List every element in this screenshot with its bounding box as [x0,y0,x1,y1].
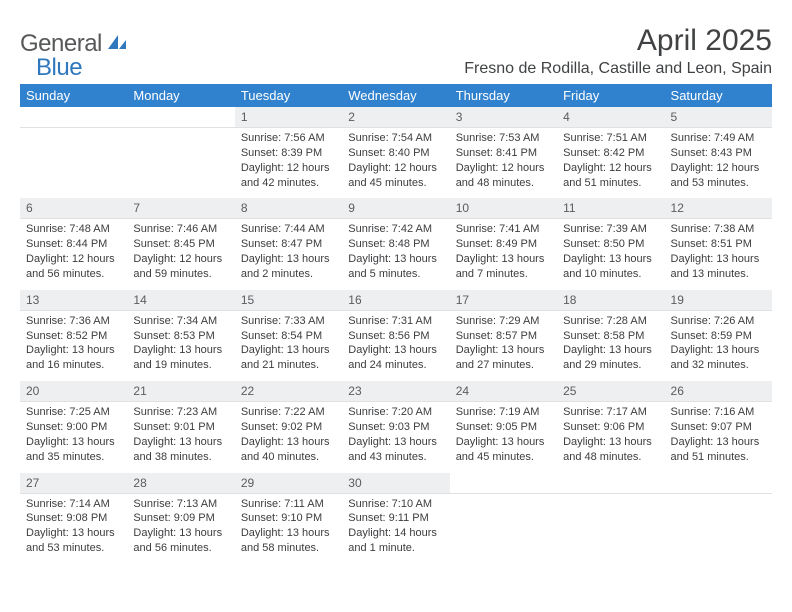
day-number: 30 [342,473,449,494]
day-number: 27 [20,473,127,494]
day-cell: Sunrise: 7:19 AMSunset: 9:05 PMDaylight:… [450,402,557,473]
day-number [450,473,557,494]
day-cell: Sunrise: 7:41 AMSunset: 8:49 PMDaylight:… [450,219,557,290]
day-number: 3 [450,107,557,128]
day-cell: Sunrise: 7:33 AMSunset: 8:54 PMDaylight:… [235,310,342,381]
day-cell: Sunrise: 7:16 AMSunset: 9:07 PMDaylight:… [665,402,772,473]
day-data-row: Sunrise: 7:14 AMSunset: 9:08 PMDaylight:… [20,493,772,564]
day-number: 9 [342,198,449,219]
day-number: 18 [557,290,664,311]
day-cell: Sunrise: 7:49 AMSunset: 8:43 PMDaylight:… [665,128,772,199]
day-number: 28 [127,473,234,494]
day-data-row: Sunrise: 7:48 AMSunset: 8:44 PMDaylight:… [20,219,772,290]
day-number: 26 [665,381,772,402]
day-cell: Sunrise: 7:31 AMSunset: 8:56 PMDaylight:… [342,310,449,381]
day-number: 21 [127,381,234,402]
logo-text-blue: Blue [36,54,82,81]
day-cell: Sunrise: 7:36 AMSunset: 8:52 PMDaylight:… [20,310,127,381]
day-number: 7 [127,198,234,219]
day-number: 23 [342,381,449,402]
day-cell: Sunrise: 7:51 AMSunset: 8:42 PMDaylight:… [557,128,664,199]
day-number-row: 6789101112 [20,198,772,219]
day-number: 29 [235,473,342,494]
day-cell: Sunrise: 7:34 AMSunset: 8:53 PMDaylight:… [127,310,234,381]
day-cell: Sunrise: 7:26 AMSunset: 8:59 PMDaylight:… [665,310,772,381]
day-cell: Sunrise: 7:42 AMSunset: 8:48 PMDaylight:… [342,219,449,290]
day-number-row: 13141516171819 [20,290,772,311]
day-number-row: 20212223242526 [20,381,772,402]
day-cell: Sunrise: 7:39 AMSunset: 8:50 PMDaylight:… [557,219,664,290]
day-cell: Sunrise: 7:14 AMSunset: 9:08 PMDaylight:… [20,493,127,564]
day-cell: Sunrise: 7:46 AMSunset: 8:45 PMDaylight:… [127,219,234,290]
day-header-row: SundayMondayTuesdayWednesdayThursdayFrid… [20,84,772,107]
calendar-body: 12345Sunrise: 7:56 AMSunset: 8:39 PMDayl… [20,107,772,564]
day-number: 16 [342,290,449,311]
day-cell [127,128,234,199]
calendar-table: SundayMondayTuesdayWednesdayThursdayFrid… [20,84,772,564]
day-cell: Sunrise: 7:17 AMSunset: 9:06 PMDaylight:… [557,402,664,473]
day-cell: Sunrise: 7:56 AMSunset: 8:39 PMDaylight:… [235,128,342,199]
location: Fresno de Rodilla, Castille and Leon, Sp… [464,60,772,78]
day-number: 22 [235,381,342,402]
day-cell: Sunrise: 7:44 AMSunset: 8:47 PMDaylight:… [235,219,342,290]
day-number: 2 [342,107,449,128]
title-block: April 2025 Fresno de Rodilla, Castille a… [464,24,772,78]
day-header: Saturday [665,84,772,107]
day-cell [20,128,127,199]
day-number: 12 [665,198,772,219]
day-cell: Sunrise: 7:54 AMSunset: 8:40 PMDaylight:… [342,128,449,199]
day-number [557,473,664,494]
day-cell [557,493,664,564]
day-cell [665,493,772,564]
day-cell: Sunrise: 7:53 AMSunset: 8:41 PMDaylight:… [450,128,557,199]
day-number: 8 [235,198,342,219]
day-cell: Sunrise: 7:38 AMSunset: 8:51 PMDaylight:… [665,219,772,290]
day-cell: Sunrise: 7:13 AMSunset: 9:09 PMDaylight:… [127,493,234,564]
day-header: Monday [127,84,234,107]
day-number: 17 [450,290,557,311]
day-data-row: Sunrise: 7:25 AMSunset: 9:00 PMDaylight:… [20,402,772,473]
topbar: General April 2025 Fresno de Rodilla, Ca… [20,24,772,78]
day-data-row: Sunrise: 7:56 AMSunset: 8:39 PMDaylight:… [20,128,772,199]
day-number: 14 [127,290,234,311]
day-number: 25 [557,381,664,402]
day-cell: Sunrise: 7:20 AMSunset: 9:03 PMDaylight:… [342,402,449,473]
day-number: 1 [235,107,342,128]
logo-sail-icon [106,33,128,56]
day-number: 15 [235,290,342,311]
day-number: 10 [450,198,557,219]
day-number: 4 [557,107,664,128]
day-header: Tuesday [235,84,342,107]
day-cell: Sunrise: 7:23 AMSunset: 9:01 PMDaylight:… [127,402,234,473]
day-number [665,473,772,494]
day-cell: Sunrise: 7:10 AMSunset: 9:11 PMDaylight:… [342,493,449,564]
day-number: 5 [665,107,772,128]
day-cell: Sunrise: 7:28 AMSunset: 8:58 PMDaylight:… [557,310,664,381]
day-number [20,107,127,128]
day-cell: Sunrise: 7:11 AMSunset: 9:10 PMDaylight:… [235,493,342,564]
day-header: Wednesday [342,84,449,107]
day-number: 20 [20,381,127,402]
day-number: 13 [20,290,127,311]
day-cell [450,493,557,564]
day-cell: Sunrise: 7:22 AMSunset: 9:02 PMDaylight:… [235,402,342,473]
day-number-row: 27282930 [20,473,772,494]
day-number: 24 [450,381,557,402]
day-number-row: 12345 [20,107,772,128]
day-number [127,107,234,128]
month-title: April 2025 [464,24,772,58]
logo: General [20,24,130,58]
logo-blue-row: Blue [36,54,82,82]
day-number: 19 [665,290,772,311]
day-header: Thursday [450,84,557,107]
day-cell: Sunrise: 7:29 AMSunset: 8:57 PMDaylight:… [450,310,557,381]
day-cell: Sunrise: 7:25 AMSunset: 9:00 PMDaylight:… [20,402,127,473]
day-cell: Sunrise: 7:48 AMSunset: 8:44 PMDaylight:… [20,219,127,290]
day-number: 11 [557,198,664,219]
day-number: 6 [20,198,127,219]
day-header: Friday [557,84,664,107]
day-data-row: Sunrise: 7:36 AMSunset: 8:52 PMDaylight:… [20,310,772,381]
day-header: Sunday [20,84,127,107]
